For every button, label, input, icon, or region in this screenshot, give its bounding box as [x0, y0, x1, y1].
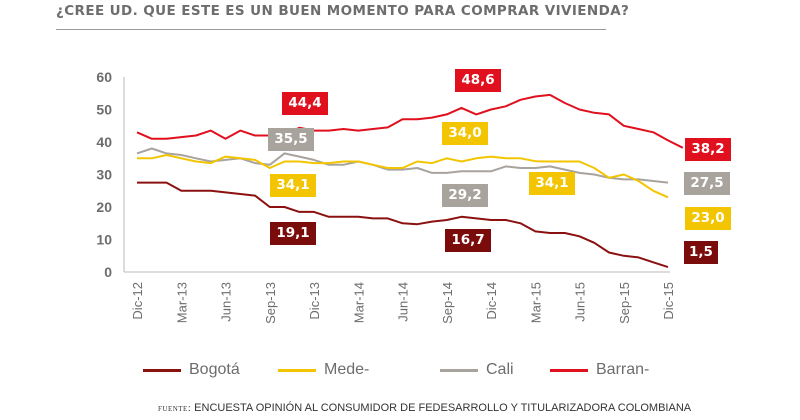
label-medellin-34-1: 34,1: [270, 174, 316, 197]
label-barranquilla-38-2: 38,2: [685, 138, 731, 161]
legend-label: Barran-: [596, 361, 650, 378]
legend-swatch: [550, 368, 588, 372]
x-tick-label: Jun-15: [573, 282, 588, 322]
legend-swatch: [440, 368, 478, 372]
label-barranquilla-48-6: 48,6: [455, 69, 501, 92]
series-line-bogot: [137, 181, 669, 269]
y-tick-label: 10: [96, 232, 112, 248]
title-divider: [56, 29, 606, 30]
label-medellin-34-1-b: 34,1: [529, 172, 575, 195]
series-line-barran: [136, 93, 684, 149]
y-tick-label: 50: [96, 102, 112, 118]
x-tick-label: Mar-13: [174, 282, 189, 323]
source-note: fuente: ENCUESTA OPINIÓN AL CONSUMIDOR D…: [158, 402, 691, 414]
label-cali-35-5: 35,5: [268, 128, 314, 151]
x-tick-label: Mar-14: [351, 282, 366, 323]
y-tick-label: 0: [104, 264, 112, 280]
y-tick-label: 60: [96, 69, 112, 85]
x-tick-label: Sep-13: [263, 282, 278, 324]
x-tick-label: Sep-14: [440, 282, 455, 324]
chart-title: ¿CREE UD. QUE ESTE ES UN BUEN MOMENTO PA…: [56, 3, 630, 19]
legend-item-bogota: Bogotá: [143, 361, 240, 379]
label-medellin-23-0: 23,0: [685, 207, 731, 230]
legend-item-medellin: Mede-: [278, 361, 369, 379]
legend-label: Bogotá: [189, 361, 240, 378]
x-tick-label: Mar-15: [528, 282, 543, 323]
label-cali-29-2: 29,2: [442, 184, 488, 207]
x-tick-label: Dic-13: [307, 282, 322, 320]
label-bogota-19-1: 19,1: [270, 222, 316, 245]
series-line-cali: [136, 147, 669, 184]
x-tick-label: Dic-14: [484, 282, 499, 320]
source-label: fuente:: [158, 403, 192, 414]
source-text: ENCUESTA OPINIÓN AL CONSUMIDOR DE FEDESA…: [194, 402, 692, 414]
x-tick-label: Dic-15: [661, 282, 676, 320]
legend-item-barranquilla: Barran-: [550, 361, 649, 379]
series-line-mede: [137, 154, 669, 199]
legend-swatch: [143, 368, 181, 372]
x-tick-label: Dic-12: [130, 282, 145, 320]
label-bogota-16-7: 16,7: [445, 229, 491, 252]
legend-label: Cali: [486, 361, 514, 378]
y-tick-label: 20: [96, 199, 112, 215]
y-tick-label: 30: [96, 167, 112, 183]
legend-label: Mede-: [324, 361, 370, 378]
legend-swatch: [278, 368, 316, 372]
x-tick-label: Jun-13: [219, 282, 234, 322]
y-tick-label: 40: [96, 134, 112, 150]
x-tick-label: Sep-15: [617, 282, 632, 324]
x-tick-label: Jun-14: [396, 282, 411, 322]
label-barranquilla-44-4: 44,4: [282, 92, 328, 115]
legend-item-cali: Cali: [440, 361, 514, 379]
label-bogota-1-5: 1,5: [684, 241, 718, 264]
label-medellin-34-0: 34,0: [442, 122, 488, 145]
label-cali-27-5: 27,5: [684, 172, 730, 195]
